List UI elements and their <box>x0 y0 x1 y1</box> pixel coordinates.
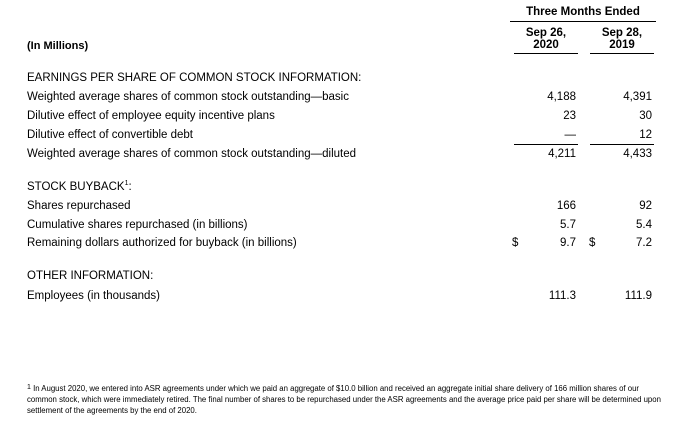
column-header-2020-date: Sep 26, <box>525 27 567 39</box>
column-header-2019-year: 2019 <box>609 39 635 51</box>
footnote-text: In August 2020, we entered into ASR agre… <box>27 384 661 415</box>
eps-row-equity-label: Dilutive effect of employee equity incen… <box>27 110 275 122</box>
buyback-row-remaining-label: Remaining dollars authorized for buyback… <box>27 237 297 249</box>
column-header-2019-date: Sep 28, <box>601 27 643 39</box>
column-header-2020: Sep 26, 2020 <box>514 27 578 54</box>
buyback-row-shares-label: Shares repurchased <box>27 200 131 212</box>
eps-row-diluted-label: Weighted average shares of common stock … <box>27 148 357 160</box>
eps-row-equity-2019: 30 <box>639 110 652 122</box>
column-group-header: Three Months Ended <box>510 6 656 22</box>
buyback-footnote-marker: 1 <box>124 180 129 187</box>
buyback-row-cumulative-label: Cumulative shares repurchased (in billio… <box>27 219 248 231</box>
other-row-employees-2019: 111.9 <box>624 290 652 302</box>
currency-symbol-2020: $ <box>512 237 519 249</box>
eps-row-convertible-2019: 12 <box>639 129 652 141</box>
eps-section-title: EARNINGS PER SHARE OF COMMON STOCK INFOR… <box>27 72 362 84</box>
column-header-2019: Sep 28, 2019 <box>590 27 654 54</box>
buyback-section-title: STOCK BUYBACK1: <box>27 180 132 193</box>
column-header-2020-year: 2020 <box>533 39 559 51</box>
eps-row-equity-2020: 23 <box>563 110 576 122</box>
eps-row-diluted-2020: 4,211 <box>548 148 576 160</box>
buyback-row-shares-2020: 166 <box>556 200 576 212</box>
buyback-section-title-text: STOCK BUYBACK <box>27 181 125 193</box>
other-row-employees-label: Employees (in thousands) <box>27 290 160 302</box>
footnote: 1 In August 2020, we entered into ASR ag… <box>27 383 667 416</box>
eps-row-convertible-label: Dilutive effect of convertible debt <box>27 129 193 141</box>
units-label: (In Millions) <box>27 40 89 52</box>
footnote-marker: 1 <box>27 384 31 391</box>
buyback-row-cumulative-2020: 5.7 <box>560 219 576 231</box>
subtotal-rule-2019 <box>590 144 654 145</box>
buyback-row-remaining-2020: 9.7 <box>560 237 576 249</box>
eps-row-basic-2020: 4,188 <box>547 91 576 103</box>
subtotal-rule-2020 <box>514 144 578 145</box>
buyback-section-title-suffix: : <box>128 181 132 193</box>
currency-symbol-2019: $ <box>589 237 596 249</box>
buyback-row-cumulative-2019: 5.4 <box>636 219 652 231</box>
eps-row-convertible-2020: — <box>564 129 577 141</box>
eps-row-basic-2019: 4,391 <box>623 91 652 103</box>
buyback-row-shares-2019: 92 <box>639 200 652 212</box>
other-row-employees-2020: 111.3 <box>548 290 576 302</box>
buyback-row-remaining-2019: 7.2 <box>636 237 652 249</box>
eps-row-diluted-2019: 4,433 <box>623 148 652 160</box>
eps-row-basic-label: Weighted average shares of common stock … <box>27 91 349 103</box>
other-section-title: OTHER INFORMATION: <box>27 270 154 282</box>
